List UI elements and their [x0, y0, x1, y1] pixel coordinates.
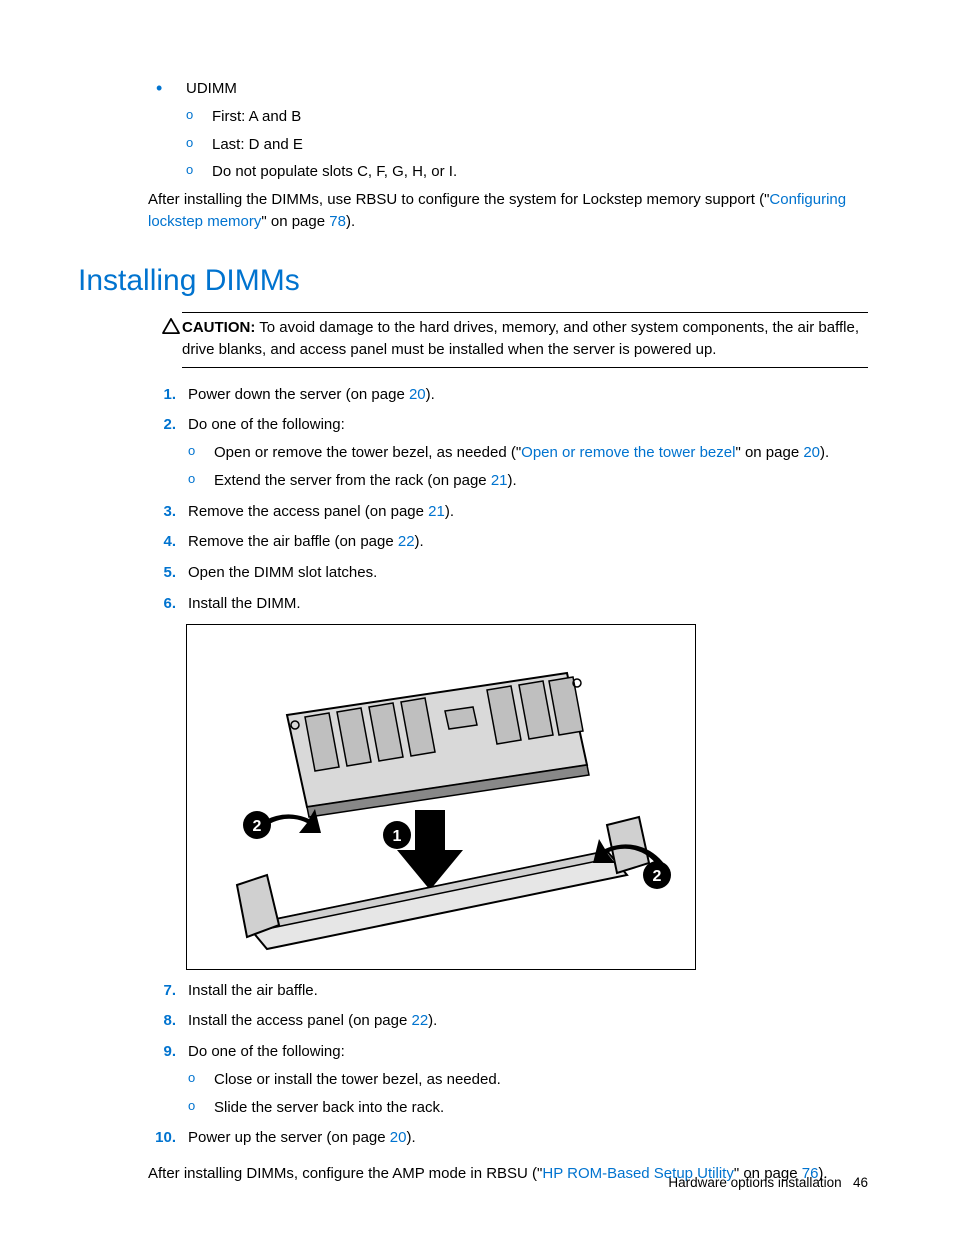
caution-icon [162, 318, 180, 334]
step-6: 6. Install the DIMM. [148, 593, 868, 615]
step-9-subs: Close or install the tower bezel, as nee… [188, 1069, 868, 1119]
udimm-sub-2: Do not populate slots C, F, G, H, or I. [186, 161, 868, 183]
after-dimms-para: After installing the DIMMs, use RBSU to … [148, 189, 868, 233]
page-78-link[interactable]: 78 [329, 213, 346, 230]
step-9-sub-2: Slide the server back into the rack. [188, 1097, 868, 1119]
tower-bezel-link[interactable]: Open or remove the tower bezel [521, 444, 735, 461]
step-9: 9. Do one of the following: Close or ins… [148, 1041, 868, 1118]
page-22-link-2[interactable]: 22 [411, 1012, 428, 1029]
step-9-sub-1: Close or install the tower bezel, as nee… [188, 1069, 868, 1091]
page-21-link-2[interactable]: 21 [428, 503, 445, 520]
install-steps: 1. Power down the server (on page 20). 2… [86, 384, 868, 615]
page-20-link-2[interactable]: 20 [803, 444, 820, 461]
svg-text:1: 1 [393, 828, 402, 845]
udimm-list: UDIMM First: A and B Last: D and E Do no… [86, 78, 868, 183]
step-4: 4. Remove the air baffle (on page 22). [148, 531, 868, 553]
section-title: Installing DIMMs [78, 259, 868, 303]
caution-box: CAUTION: To avoid damage to the hard dri… [182, 312, 868, 368]
udimm-item: UDIMM First: A and B Last: D and E Do no… [156, 78, 868, 183]
footer-section: Hardware options installation [668, 1175, 841, 1190]
page-20-link-3[interactable]: 20 [390, 1129, 407, 1146]
step-2-subs: Open or remove the tower bezel, as neede… [188, 442, 868, 492]
svg-text:2: 2 [653, 868, 662, 885]
install-steps-2: 7. Install the air baffle. 8. Install th… [86, 980, 868, 1150]
step-10: 10. Power up the server (on page 20). [148, 1127, 868, 1149]
caution-text: To avoid damage to the hard drives, memo… [182, 319, 859, 358]
step-2-sub-2: Extend the server from the rack (on page… [188, 470, 868, 492]
page-footer: Hardware options installation 46 [668, 1173, 868, 1193]
dimm-install-figure: 1 2 2 [186, 624, 696, 970]
step-3: 3. Remove the access panel (on page 21). [148, 501, 868, 523]
step-1: 1. Power down the server (on page 20). [148, 384, 868, 406]
step-2-sub-1: Open or remove the tower bezel, as neede… [188, 442, 868, 464]
step-5: 5. Open the DIMM slot latches. [148, 562, 868, 584]
page-21-link[interactable]: 21 [491, 472, 508, 489]
udimm-sub-0: First: A and B [186, 106, 868, 128]
caution-label: CAUTION: [182, 319, 255, 336]
step-8: 8. Install the access panel (on page 22)… [148, 1010, 868, 1032]
svg-text:2: 2 [253, 818, 262, 835]
page-20-link[interactable]: 20 [409, 386, 426, 403]
udimm-title: UDIMM [186, 80, 237, 97]
step-7: 7. Install the air baffle. [148, 980, 868, 1002]
udimm-sub-1: Last: D and E [186, 134, 868, 156]
udimm-sublist: First: A and B Last: D and E Do not popu… [186, 106, 868, 183]
page-22-link[interactable]: 22 [398, 533, 415, 550]
step-2: 2. Do one of the following: Open or remo… [148, 414, 868, 491]
footer-page-number: 46 [853, 1175, 868, 1190]
